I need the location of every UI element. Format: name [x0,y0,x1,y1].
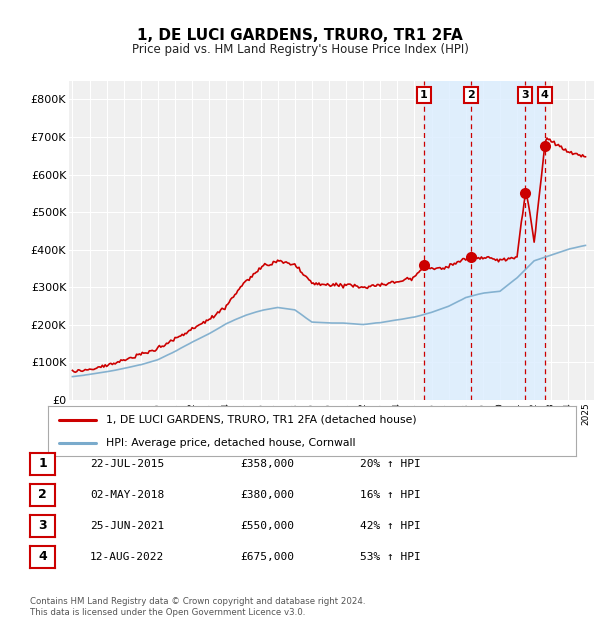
Text: Price paid vs. HM Land Registry's House Price Index (HPI): Price paid vs. HM Land Registry's House … [131,43,469,56]
Text: 2: 2 [467,90,475,100]
Text: 4: 4 [541,90,548,100]
Text: 1: 1 [420,90,428,100]
Text: 25-JUN-2021: 25-JUN-2021 [90,521,164,531]
Text: 1, DE LUCI GARDENS, TRURO, TR1 2FA: 1, DE LUCI GARDENS, TRURO, TR1 2FA [137,29,463,43]
Text: 4: 4 [38,551,47,563]
Text: 02-MAY-2018: 02-MAY-2018 [90,490,164,500]
Text: 2: 2 [38,489,47,501]
Bar [424,81,472,400]
Text: £358,000: £358,000 [240,459,294,469]
Text: £550,000: £550,000 [240,521,294,531]
Text: £380,000: £380,000 [240,490,294,500]
Text: 1, DE LUCI GARDENS, TRURO, TR1 2FA (detached house): 1, DE LUCI GARDENS, TRURO, TR1 2FA (deta… [106,415,417,425]
Text: 3: 3 [521,90,529,100]
Text: Contains HM Land Registry data © Crown copyright and database right 2024.
This d: Contains HM Land Registry data © Crown c… [30,598,365,617]
Text: 12-AUG-2022: 12-AUG-2022 [90,552,164,562]
Text: £675,000: £675,000 [240,552,294,562]
Text: 16% ↑ HPI: 16% ↑ HPI [360,490,421,500]
Text: 53% ↑ HPI: 53% ↑ HPI [360,552,421,562]
Text: 1: 1 [38,458,47,470]
Text: 42% ↑ HPI: 42% ↑ HPI [360,521,421,531]
Bar [472,81,525,400]
Text: 22-JUL-2015: 22-JUL-2015 [90,459,164,469]
Text: 3: 3 [38,520,47,532]
Text: HPI: Average price, detached house, Cornwall: HPI: Average price, detached house, Corn… [106,438,356,448]
Bar [525,81,545,400]
Text: 20% ↑ HPI: 20% ↑ HPI [360,459,421,469]
